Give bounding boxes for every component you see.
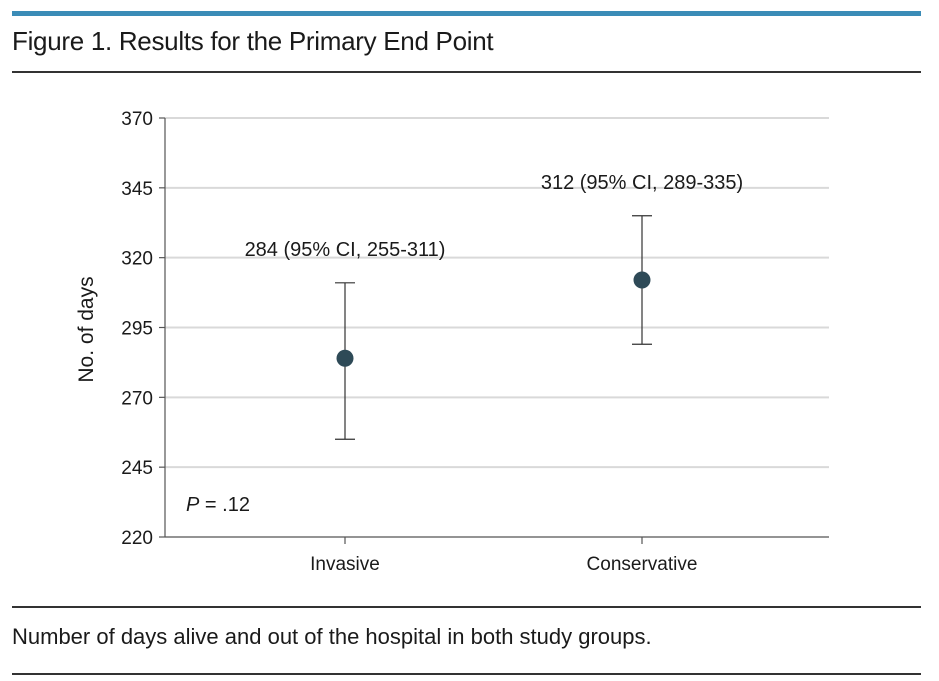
data-point-marker [336,349,354,367]
point-group-conservative: 312 (95% CI, 289-335) [541,172,743,345]
y-axis-title: No. of days [75,276,98,382]
y-tick-label: 320 [121,249,153,270]
gridlines [165,117,829,469]
axes [159,117,829,544]
data-label: 284 (95% CI, 255-311) [245,239,446,261]
y-tick-label: 245 [121,458,153,479]
data-label: 312 (95% CI, 289-335) [541,172,743,194]
x-tick-label: Invasive [310,554,380,575]
y-tick-label: 345 [121,179,153,200]
y-tick-label: 370 [121,109,153,130]
figure-title: Figure 1. Results for the Primary End Po… [12,26,494,56]
y-tick-label: 295 [121,319,153,340]
accent-bar [12,11,921,16]
data-point-marker [633,271,651,289]
p-value-annotation: P = .12 [186,494,250,516]
figure-caption: Number of days alive and out of the hosp… [12,624,652,649]
title-divider [12,71,921,73]
y-tick-label: 270 [121,388,153,409]
chart: 220 245 270 295 320 345 370 Invasive Conservati… [75,109,829,575]
caption-bottom-divider [12,673,921,675]
x-tick-labels: Invasive Conservative [310,554,697,575]
x-tick-label: Conservative [587,554,698,575]
y-tick-label: 220 [121,528,153,549]
caption-top-divider [12,606,921,608]
p-value-symbol: P [186,494,200,516]
y-tick-labels: 220 245 270 295 320 345 370 [121,109,153,549]
point-group-invasive: 284 (95% CI, 255-311) [245,239,446,440]
data-points: 284 (95% CI, 255-311) 312 (95% CI, 289-33… [245,172,743,440]
p-value-text: = .12 [199,494,250,516]
